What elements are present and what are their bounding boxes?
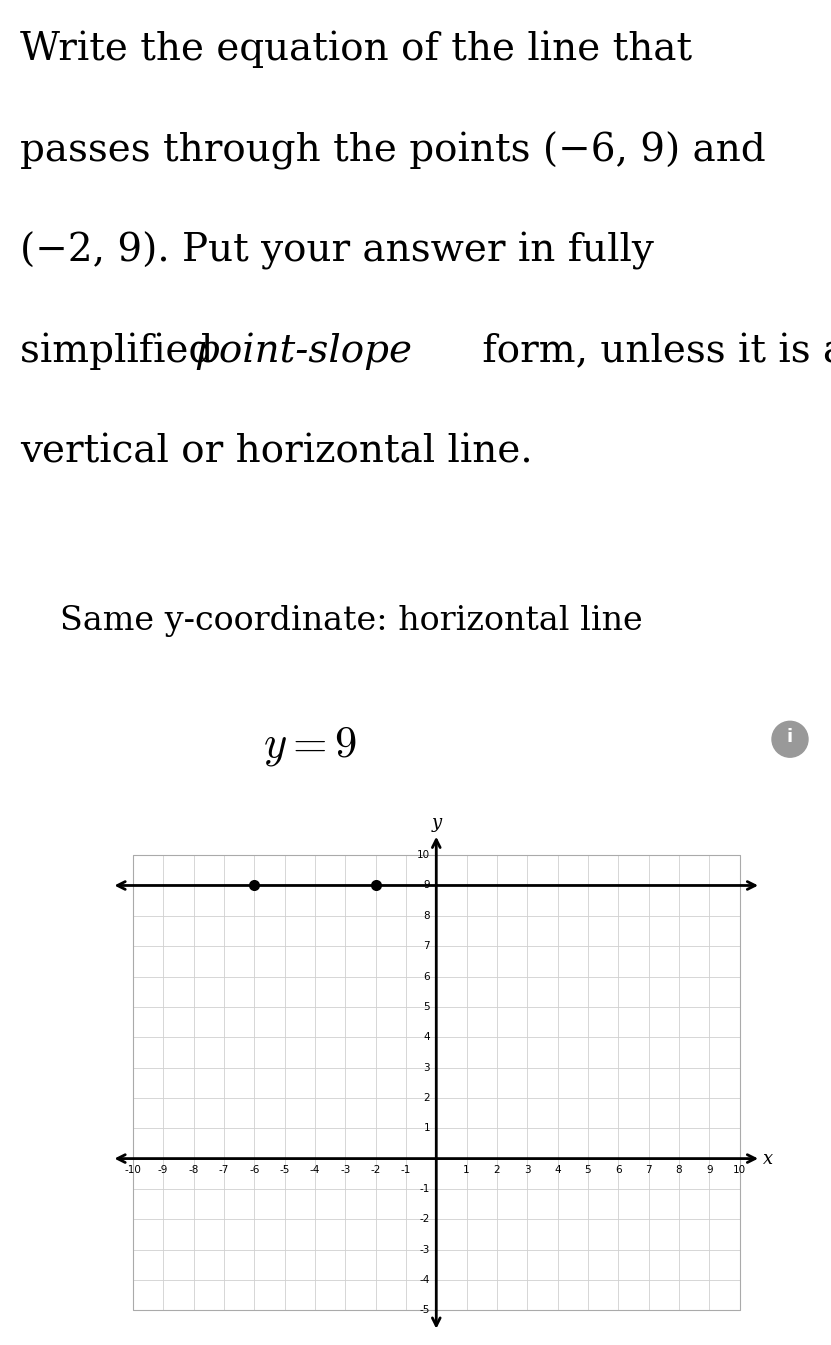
Circle shape xyxy=(772,721,808,757)
Text: -1: -1 xyxy=(401,1165,411,1174)
Text: i: i xyxy=(787,728,793,746)
Text: -2: -2 xyxy=(371,1165,381,1174)
Text: vertical or horizontal line.: vertical or horizontal line. xyxy=(20,433,533,471)
Text: -5: -5 xyxy=(420,1305,430,1315)
Text: 1: 1 xyxy=(464,1165,470,1174)
Text: 8: 8 xyxy=(676,1165,682,1174)
Text: 9: 9 xyxy=(706,1165,713,1174)
Text: 5: 5 xyxy=(585,1165,592,1174)
Text: point-slope: point-slope xyxy=(194,334,412,370)
Text: -3: -3 xyxy=(420,1244,430,1255)
Text: 4: 4 xyxy=(424,1032,430,1042)
Text: 10: 10 xyxy=(733,1165,746,1174)
Text: Write the equation of the line that: Write the equation of the line that xyxy=(20,31,692,67)
Text: -8: -8 xyxy=(189,1165,199,1174)
Text: y: y xyxy=(431,814,441,833)
Text: -4: -4 xyxy=(310,1165,320,1174)
Text: -5: -5 xyxy=(279,1165,290,1174)
Text: 2: 2 xyxy=(494,1165,500,1174)
Text: -3: -3 xyxy=(340,1165,351,1174)
Text: passes through the points (−6, 9) and: passes through the points (−6, 9) and xyxy=(20,132,765,169)
Text: 4: 4 xyxy=(554,1165,561,1174)
Text: -9: -9 xyxy=(158,1165,169,1174)
Text: 7: 7 xyxy=(646,1165,652,1174)
Text: -10: -10 xyxy=(125,1165,141,1174)
Text: -1: -1 xyxy=(420,1184,430,1194)
Text: 9: 9 xyxy=(424,881,430,890)
Text: -6: -6 xyxy=(249,1165,259,1174)
Text: 2: 2 xyxy=(424,1093,430,1103)
Text: 8: 8 xyxy=(424,911,430,921)
Text: form, unless it is a: form, unless it is a xyxy=(470,334,831,370)
Text: 7: 7 xyxy=(424,941,430,951)
Text: Same y-coordinate: horizontal line: Same y-coordinate: horizontal line xyxy=(60,605,642,636)
Text: 3: 3 xyxy=(424,1063,430,1072)
Text: (−2, 9). Put your answer in fully: (−2, 9). Put your answer in fully xyxy=(20,233,654,270)
Text: x: x xyxy=(763,1150,773,1167)
Text: 5: 5 xyxy=(424,1002,430,1011)
Text: 1: 1 xyxy=(424,1123,430,1134)
Text: -7: -7 xyxy=(219,1165,229,1174)
Text: 6: 6 xyxy=(424,971,430,982)
Text: $y = 9$: $y = 9$ xyxy=(263,725,357,768)
Text: simplified: simplified xyxy=(20,334,226,370)
Text: -4: -4 xyxy=(420,1275,430,1284)
Text: 10: 10 xyxy=(417,850,430,861)
Text: 3: 3 xyxy=(524,1165,531,1174)
Text: -2: -2 xyxy=(420,1215,430,1224)
Text: 6: 6 xyxy=(615,1165,622,1174)
